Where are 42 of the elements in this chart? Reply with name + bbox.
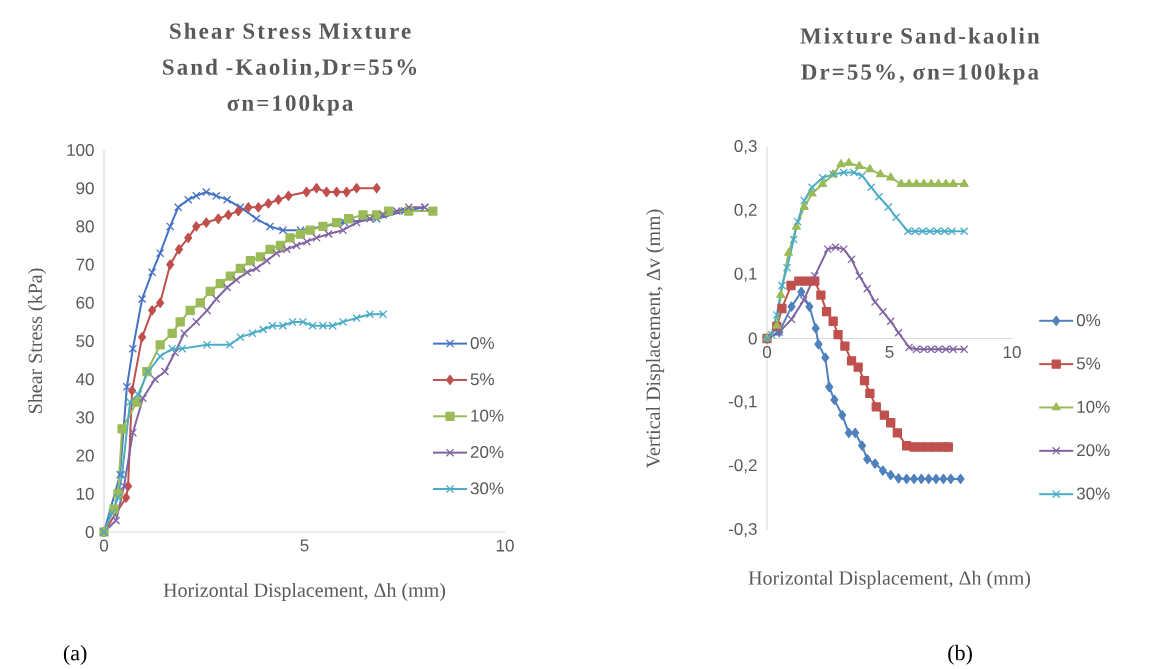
legend-label: 0% [1076, 314, 1101, 327]
y-tick-label: -0,3 [728, 522, 757, 538]
legend-label: 20% [470, 445, 504, 458]
legend-label: 0% [470, 336, 494, 349]
y-tick-label: 0 [748, 332, 757, 345]
y-tick-label: 40 [75, 373, 94, 386]
y-tick-label: 60 [76, 296, 94, 309]
y-tick-label: 0 [85, 525, 94, 539]
x-tick-label: 5 [885, 346, 894, 358]
y-tick-label: 50 [76, 334, 94, 348]
x-axis-title: Horizontal Displacement, Δh (mm) [163, 582, 446, 602]
y-tick-label: 20 [76, 449, 94, 462]
legend-label: 30% [1076, 487, 1110, 500]
y-tick-label: 100 [67, 143, 94, 157]
legend-label: 20% [1077, 444, 1110, 457]
x-tick-label: 0 [762, 346, 772, 359]
y-tick-label: 0,3 [734, 139, 757, 155]
chart-title: Shear Stress Mixture Sand -Kaolin,Dr=55% σn=100kpa [163, 22, 417, 116]
text: (b) [948, 644, 972, 665]
y-axis-title: Shear Stress (kPa) [27, 268, 47, 413]
y-tick-label: -0,2 [728, 459, 757, 474]
legend-label: 5% [470, 373, 494, 386]
y-tick-label: 70 [76, 258, 94, 271]
y-tick-label: 80 [76, 220, 94, 233]
y-tick-label: 90 [76, 182, 94, 195]
x-tick-label: 10 [1003, 346, 1021, 359]
text: (a) [63, 645, 87, 665]
y-tick-label: 0,2 [734, 203, 757, 218]
x-tick-label: 5 [300, 539, 309, 552]
x-axis-title: Horizontal Displacement, Δh (mm) [748, 570, 1031, 589]
legend-label: 5% [1076, 357, 1101, 370]
y-axis-title: Vertical Displacement, Δv (mm) [645, 209, 665, 468]
x-tick-label: 0 [99, 539, 109, 552]
y-tick-label: 0,1 [734, 267, 757, 282]
legend-label: 10% [1077, 400, 1110, 413]
legend-label: 10% [471, 409, 504, 422]
x-tick-label: 10 [496, 539, 514, 552]
y-tick-label: 10 [76, 487, 94, 500]
chart-title: Mixture Sand-kaolin Dr=55%, σn=100kpa [800, 27, 1040, 85]
y-tick-label: 30 [76, 411, 94, 424]
y-tick-label: -0,1 [728, 395, 757, 410]
legend-label: 30% [470, 482, 504, 495]
